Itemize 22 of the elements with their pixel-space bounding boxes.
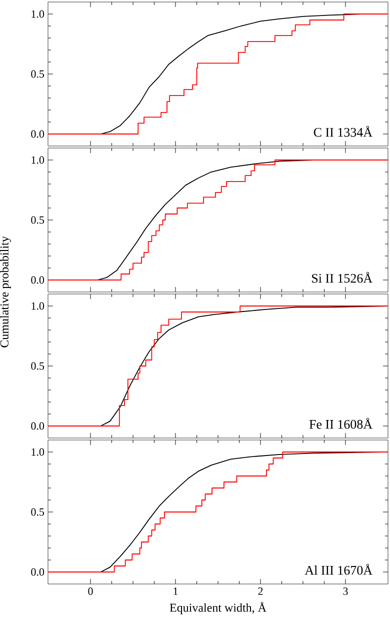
y-tick-label: 1.0 bbox=[32, 10, 44, 18]
x-tick-label: 3 bbox=[343, 588, 348, 595]
y-tick-label: 0.0 bbox=[31, 422, 44, 430]
y-tick-label: 0.0 bbox=[31, 276, 44, 284]
annotation: Si II 1526Å bbox=[312, 272, 372, 283]
y-tick-label: 0.5 bbox=[31, 70, 44, 78]
x-tick-label: 0 bbox=[88, 588, 93, 595]
annotation: Al III 1670Å bbox=[304, 564, 372, 575]
annotation: Fe II 1608Å bbox=[309, 418, 372, 429]
annotation: C II 1334Å bbox=[314, 126, 372, 137]
x-tick-label: 1 bbox=[174, 588, 178, 595]
y-tick-label: 0.5 bbox=[31, 508, 44, 516]
y-tick-label: 0.5 bbox=[31, 362, 44, 370]
y-tick-label: 0.5 bbox=[31, 216, 44, 224]
y-tick-label: 1.0 bbox=[32, 448, 44, 456]
y-tick-label: 0.0 bbox=[31, 568, 44, 576]
x-tick-label: 2 bbox=[258, 588, 263, 595]
x-axis-title: Equivalent width, Å bbox=[170, 602, 266, 614]
y-tick-label: 1.0 bbox=[32, 302, 44, 310]
y-tick-label: 0.0 bbox=[31, 130, 44, 138]
y-axis-title: Cumulative probability bbox=[0, 236, 11, 348]
y-tick-label: 1.0 bbox=[32, 156, 44, 164]
